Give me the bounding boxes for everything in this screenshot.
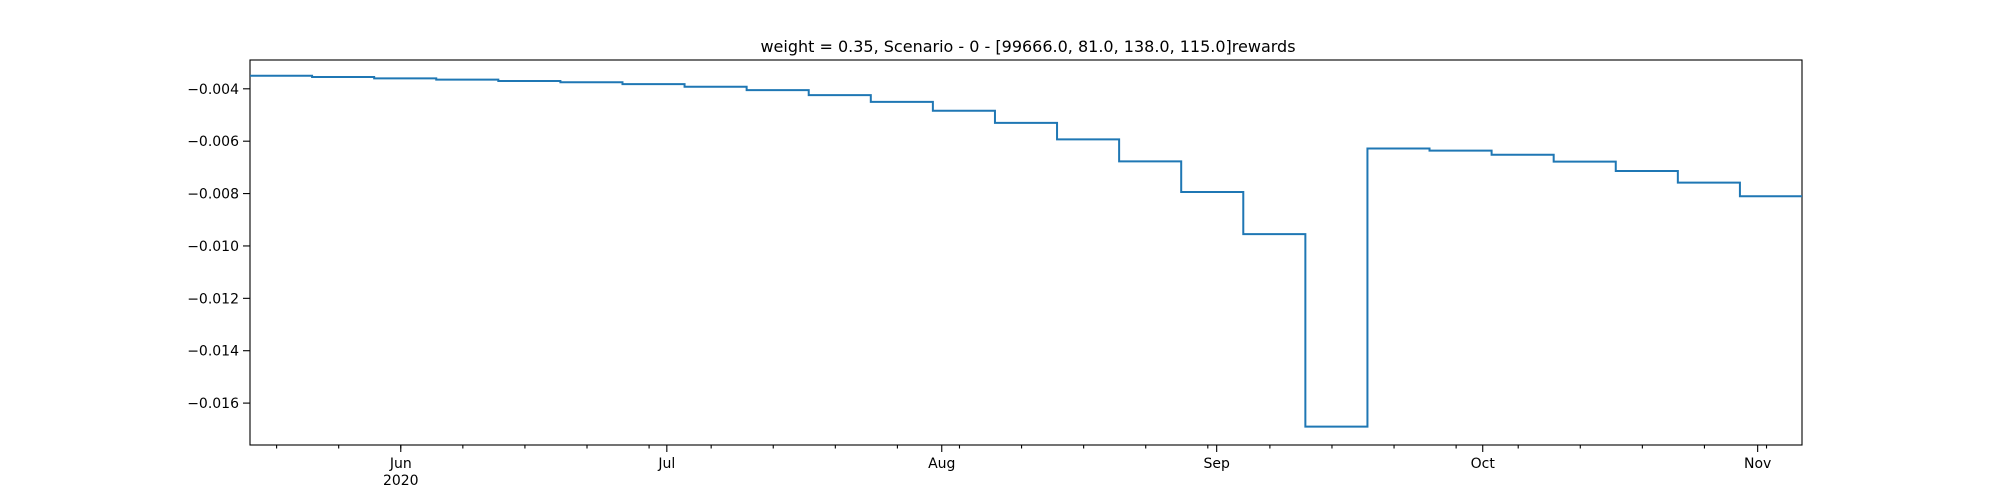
x-tick-label: Oct <box>1471 456 1496 472</box>
series-line-0 <box>250 74 1802 428</box>
series-layer <box>250 74 1802 428</box>
axes-frame <box>249 59 1803 446</box>
y-axis: −0.004 −0.006 −0.008 −0.010 −0.012 −0.014 −0.0… <box>187 82 250 412</box>
y-tick-label: −0.004 <box>187 82 239 98</box>
x-tick-label: Jul <box>657 456 675 472</box>
y-tick-label: −0.006 <box>187 134 239 150</box>
x-tick-label: Sep <box>1203 456 1230 472</box>
y-tick-label: −0.016 <box>187 396 239 412</box>
x-tick-label: Jun <box>389 456 412 472</box>
plot-area <box>249 59 1803 446</box>
x-tick-label: Nov <box>1744 456 1771 472</box>
chart-title: weight = 0.35, Scenario - 0 - [99666.0, … <box>760 37 1295 56</box>
x-tick-sublabel: 2020 <box>383 473 419 489</box>
y-tick-label: −0.012 <box>187 291 239 307</box>
y-tick-label: −0.008 <box>187 187 239 203</box>
y-tick-label: −0.010 <box>187 239 239 255</box>
y-tick-label: −0.014 <box>187 344 239 360</box>
x-tick-label: Aug <box>928 456 955 472</box>
